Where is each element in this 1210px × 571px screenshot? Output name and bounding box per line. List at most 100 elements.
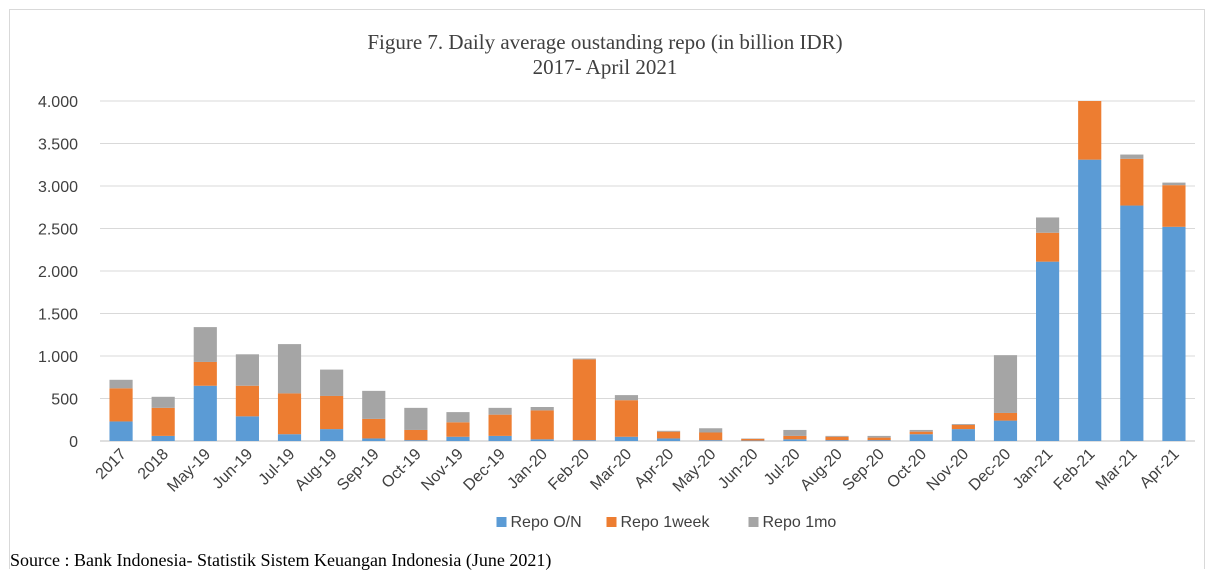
legend-label: Repo 1week [621, 514, 711, 531]
x-tick-label: Feb-21 [1051, 446, 1099, 494]
bar-segment [278, 434, 301, 441]
bar-segment [109, 380, 132, 389]
y-tick-label: 2.000 [38, 264, 78, 281]
bar-segment [236, 416, 259, 441]
bar-segment [1036, 233, 1059, 262]
bar-segment [109, 388, 132, 421]
bar-segment [278, 344, 301, 393]
x-tick-label: Jan-21 [1010, 446, 1057, 493]
x-tick-label: Mar-21 [1093, 446, 1141, 494]
bar-segment [952, 425, 975, 429]
bar-segment [362, 419, 385, 439]
bar-segment [699, 433, 722, 441]
bar-segment [1036, 217, 1059, 232]
x-tick-label: Mar-20 [587, 446, 635, 494]
bar-segment [699, 428, 722, 432]
bar-segment [825, 440, 848, 441]
bar-segment [910, 430, 933, 432]
x-tick-label: Dec-20 [966, 446, 1015, 495]
x-tick-label: Sep-20 [839, 446, 888, 495]
bar-segment [1162, 227, 1185, 441]
bar-segment [404, 430, 427, 440]
x-tick-label: Nov-19 [418, 446, 467, 495]
bar-segment [152, 436, 175, 441]
bar-segment [1162, 183, 1185, 186]
legend-label: Repo O/N [511, 514, 582, 531]
bar-segment [1078, 101, 1101, 160]
x-tick-label: Jun-19 [210, 446, 257, 493]
bar-segment [868, 436, 891, 438]
x-tick-label: May-19 [164, 446, 214, 496]
bar-segment [531, 407, 554, 410]
x-tick-label: Oct-20 [884, 446, 930, 492]
bar-segment [615, 437, 638, 441]
bar-segment [320, 429, 343, 441]
bar-segment [194, 327, 217, 362]
bar-segment [1162, 185, 1185, 227]
y-tick-label: 1.500 [38, 307, 78, 324]
bar-segment [783, 436, 806, 439]
y-tick-label: 4.000 [38, 94, 78, 111]
bar-segment [404, 408, 427, 430]
bar-segment [278, 393, 301, 434]
bar-segment [446, 437, 469, 441]
bar-segment [825, 437, 848, 440]
y-tick-label: 2.500 [38, 222, 78, 239]
bar-segment [657, 438, 680, 441]
bar-segment [109, 421, 132, 441]
bar-segment [994, 421, 1017, 441]
bar-segment [531, 439, 554, 441]
bar-segment [994, 355, 1017, 413]
bar-segment [446, 422, 469, 436]
bar-segment [657, 432, 680, 439]
x-tick-label: Jun-20 [715, 446, 762, 493]
bar-segment [152, 408, 175, 436]
y-tick-label: 500 [51, 392, 78, 409]
bar-segment [1120, 206, 1143, 441]
bar-segment [825, 436, 848, 437]
bar-segment [320, 370, 343, 396]
bar-segment [489, 415, 512, 436]
y-tick-label: 3.500 [38, 137, 78, 154]
bar-segment [194, 362, 217, 386]
x-tick-label: Apr-21 [1137, 446, 1183, 492]
x-tick-label: 2018 [135, 446, 172, 483]
bar-segment [1036, 262, 1059, 441]
bar-segment [236, 386, 259, 417]
x-tick-label: May-20 [670, 446, 720, 496]
bar-segment [1120, 155, 1143, 159]
bar-segment [952, 429, 975, 441]
legend-swatch [607, 517, 617, 527]
y-tick-label: 0 [69, 434, 78, 451]
bar-segment [573, 359, 596, 360]
bar-segment [910, 434, 933, 441]
bar-segment [573, 440, 596, 441]
x-tick-label: Aug-20 [797, 446, 846, 495]
legend-label: Repo 1mo [763, 514, 837, 531]
bar-segment [783, 430, 806, 436]
bar-segment [320, 396, 343, 429]
y-tick-label: 1.000 [38, 349, 78, 366]
x-tick-label: Feb-20 [545, 446, 593, 494]
bar-segment [152, 397, 175, 408]
x-tick-label: Nov-20 [924, 446, 973, 495]
bar-segment [868, 440, 891, 441]
bar-segment [236, 354, 259, 385]
bar-segment [615, 395, 638, 400]
x-tick-label: Sep-19 [334, 446, 383, 495]
bar-segment [573, 359, 596, 440]
bar-segment [1078, 160, 1101, 441]
x-tick-label: Jan-20 [504, 446, 551, 493]
bar-segment [657, 431, 680, 432]
y-tick-label: 3.000 [38, 179, 78, 196]
bar-segment [531, 410, 554, 439]
bar-segment [446, 412, 469, 422]
bar-segment [699, 440, 722, 441]
bar-segment [615, 400, 638, 437]
bar-segment [994, 413, 1017, 421]
bar-segment [910, 432, 933, 435]
bar-segment [868, 438, 891, 441]
legend-swatch [497, 517, 507, 527]
bar-segment [194, 386, 217, 441]
